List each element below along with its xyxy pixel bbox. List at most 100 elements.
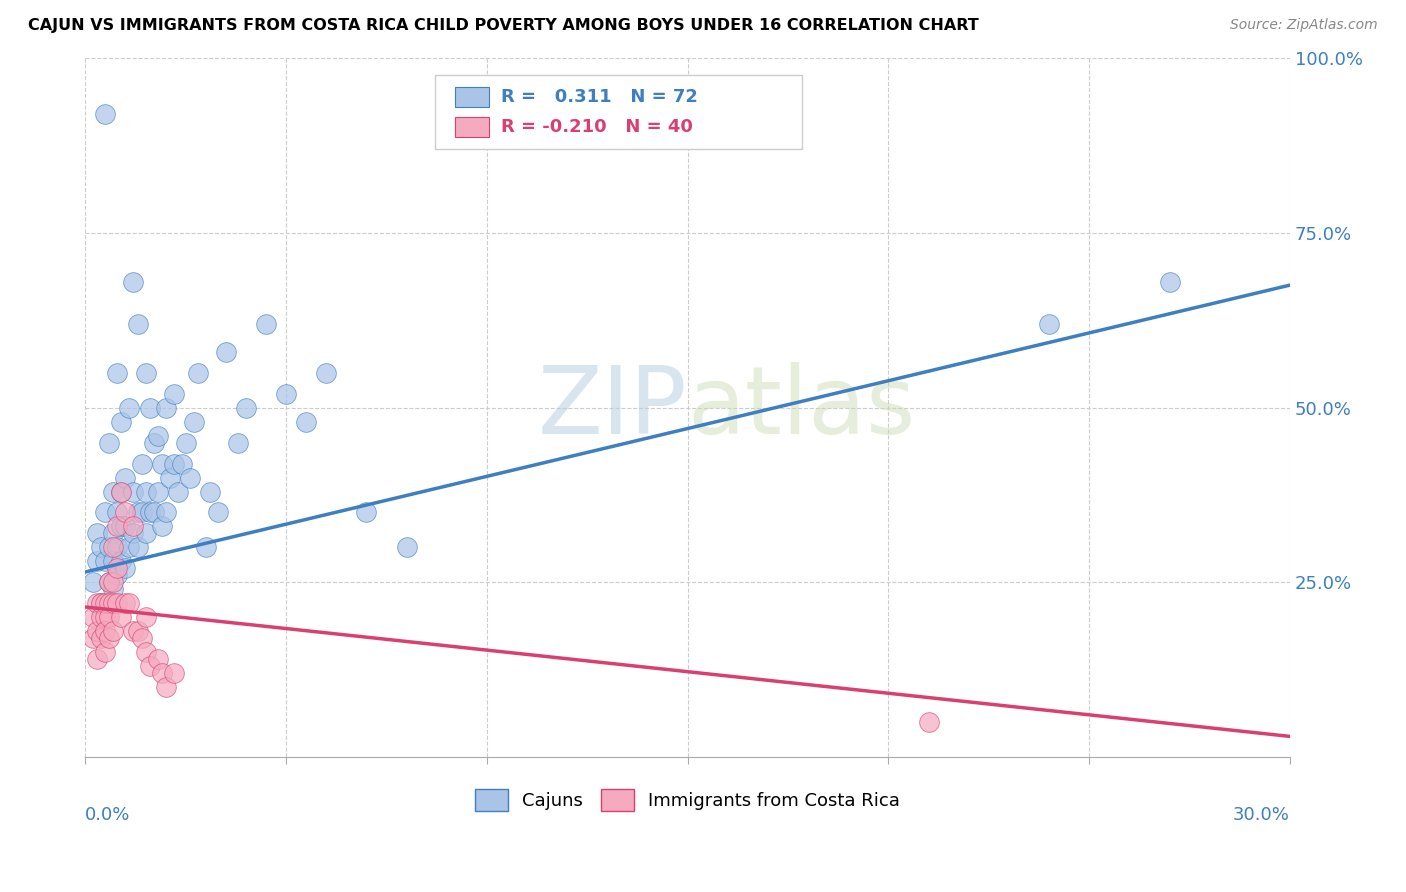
- Point: [82, 575, 104, 590]
- Point: [315, 366, 337, 380]
- Point: [110, 610, 132, 624]
- Point: [138, 659, 160, 673]
- Text: Source: ZipAtlas.com: Source: ZipAtlas.com: [1230, 18, 1378, 32]
- Point: [166, 484, 188, 499]
- Point: [1038, 317, 1060, 331]
- Point: [103, 582, 125, 597]
- Point: [155, 506, 177, 520]
- Point: [131, 506, 153, 520]
- Point: [135, 484, 157, 499]
- Text: R =   0.311   N = 72: R = 0.311 N = 72: [501, 88, 697, 106]
- Point: [235, 401, 257, 415]
- Point: [917, 715, 939, 730]
- Point: [86, 597, 108, 611]
- Point: [163, 386, 186, 401]
- Point: [155, 681, 177, 695]
- Point: [107, 519, 129, 533]
- Point: [146, 484, 169, 499]
- Point: [127, 624, 149, 639]
- Point: [159, 470, 181, 484]
- Text: atlas: atlas: [688, 361, 915, 453]
- Point: [150, 457, 173, 471]
- Point: [135, 645, 157, 659]
- Point: [146, 652, 169, 666]
- Point: [122, 275, 145, 289]
- Point: [103, 597, 125, 611]
- Point: [94, 597, 117, 611]
- Point: [122, 624, 145, 639]
- Point: [1159, 275, 1181, 289]
- Point: [118, 401, 141, 415]
- Point: [107, 597, 129, 611]
- Point: [82, 610, 104, 624]
- Point: [103, 575, 125, 590]
- Text: 0.0%: 0.0%: [86, 806, 131, 824]
- Point: [98, 575, 121, 590]
- Point: [163, 457, 186, 471]
- Point: [179, 470, 201, 484]
- Point: [114, 519, 136, 533]
- Point: [94, 645, 117, 659]
- Point: [122, 519, 145, 533]
- Point: [135, 366, 157, 380]
- Point: [274, 386, 297, 401]
- Point: [135, 526, 157, 541]
- Point: [110, 484, 132, 499]
- Point: [118, 541, 141, 555]
- Point: [207, 506, 229, 520]
- Legend: Cajuns, Immigrants from Costa Rica: Cajuns, Immigrants from Costa Rica: [468, 782, 907, 818]
- Point: [86, 652, 108, 666]
- Point: [114, 506, 136, 520]
- Point: [107, 366, 129, 380]
- Point: [110, 484, 132, 499]
- Point: [150, 666, 173, 681]
- Point: [146, 428, 169, 442]
- Point: [110, 554, 132, 568]
- Point: [90, 597, 112, 611]
- Bar: [456, 117, 489, 136]
- Text: 30.0%: 30.0%: [1233, 806, 1291, 824]
- Point: [110, 519, 132, 533]
- Point: [103, 526, 125, 541]
- Point: [118, 597, 141, 611]
- Point: [356, 506, 378, 520]
- Point: [107, 506, 129, 520]
- Point: [155, 401, 177, 415]
- Point: [107, 568, 129, 582]
- Point: [135, 610, 157, 624]
- Point: [138, 401, 160, 415]
- Point: [86, 624, 108, 639]
- Point: [254, 317, 277, 331]
- Text: ZIP: ZIP: [538, 361, 688, 453]
- Point: [90, 541, 112, 555]
- Point: [114, 561, 136, 575]
- Point: [94, 610, 117, 624]
- Point: [86, 554, 108, 568]
- Point: [194, 541, 217, 555]
- FancyBboxPatch shape: [434, 75, 801, 149]
- Point: [295, 415, 318, 429]
- Point: [103, 624, 125, 639]
- Point: [103, 541, 125, 555]
- Bar: [456, 87, 489, 107]
- Point: [183, 415, 205, 429]
- Point: [127, 541, 149, 555]
- Point: [142, 435, 165, 450]
- Point: [98, 575, 121, 590]
- Point: [163, 666, 186, 681]
- Point: [395, 541, 418, 555]
- Point: [122, 526, 145, 541]
- Text: CAJUN VS IMMIGRANTS FROM COSTA RICA CHILD POVERTY AMONG BOYS UNDER 16 CORRELATIO: CAJUN VS IMMIGRANTS FROM COSTA RICA CHIL…: [28, 18, 979, 33]
- Point: [150, 519, 173, 533]
- Point: [142, 506, 165, 520]
- Point: [98, 610, 121, 624]
- Point: [122, 484, 145, 499]
- Point: [187, 366, 209, 380]
- Point: [174, 435, 197, 450]
- Point: [82, 632, 104, 646]
- Point: [170, 457, 193, 471]
- Point: [98, 597, 121, 611]
- Text: R = -0.210   N = 40: R = -0.210 N = 40: [501, 118, 693, 136]
- Point: [110, 415, 132, 429]
- Point: [103, 484, 125, 499]
